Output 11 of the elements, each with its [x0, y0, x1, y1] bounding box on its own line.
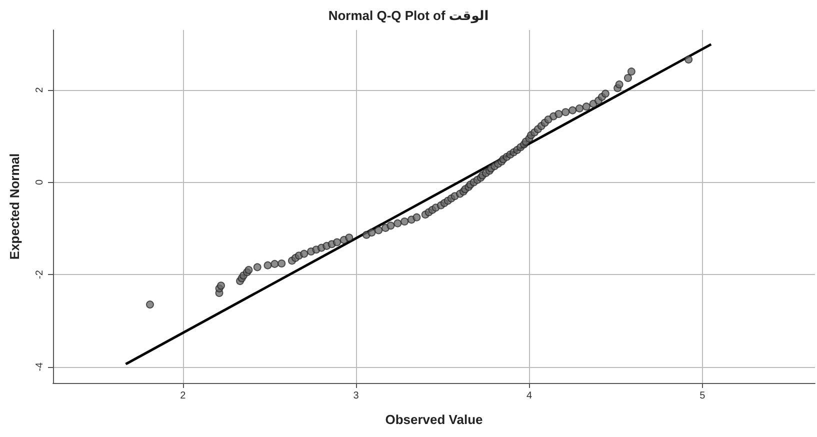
- y-axis-title: Expected Normal: [7, 153, 22, 260]
- x-axis-title: Observed Value: [385, 412, 483, 427]
- x-tick-label: 5: [700, 390, 706, 402]
- y-tick-label: -4: [34, 362, 46, 372]
- x-tick-label: 3: [353, 390, 360, 402]
- y-tick-label: 0: [34, 179, 46, 186]
- y-tick-label: -2: [34, 270, 46, 280]
- x-tick-label: 2: [180, 390, 186, 402]
- x-tick-label: 4: [526, 390, 532, 402]
- chart-title: Normal Q-Q Plot of الوقت: [328, 8, 489, 24]
- y-tick-label: 2: [34, 86, 46, 93]
